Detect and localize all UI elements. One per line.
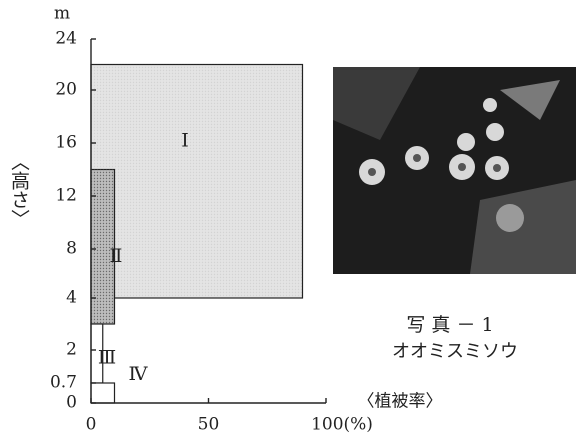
layer-bar <box>91 383 115 403</box>
y-tick-label: 12 <box>55 186 77 206</box>
y-tick-label: 4 <box>66 288 77 308</box>
layer-label: Ⅱ <box>110 245 123 267</box>
layer-label: Ⅳ <box>129 363 149 385</box>
layer-label: Ⅲ <box>98 347 116 369</box>
x-tick-label: 0 <box>86 415 97 435</box>
x-axis-label: 〈植被率〉 <box>358 392 443 412</box>
y-tick-label: 20 <box>55 80 77 100</box>
y-tick-label: 2 <box>66 340 77 360</box>
layer-texture <box>91 65 303 299</box>
y-tick-label: 8 <box>66 239 77 259</box>
x-tick-label: 50 <box>198 415 220 435</box>
y-tick-label: 0 <box>66 393 77 413</box>
y-tick-label: 0.7 <box>50 373 77 393</box>
y-axis-label: 〈高さ〉 <box>8 152 30 228</box>
y-tick-label: 24 <box>55 29 77 49</box>
layer-label: Ⅰ <box>181 129 189 151</box>
photo-subject: オオミスミソウ <box>392 341 518 362</box>
x-tick-label: 100(%) <box>311 415 373 435</box>
photo-caption: 写 真 － 1 <box>406 314 493 336</box>
photo <box>333 67 576 274</box>
y-tick-label: 16 <box>55 133 77 153</box>
chart: m 〈高さ〉 〈植被率〉 ⅠⅡⅢⅣ00.724812162024050100(%… <box>0 0 578 443</box>
y-unit: m <box>54 4 70 24</box>
